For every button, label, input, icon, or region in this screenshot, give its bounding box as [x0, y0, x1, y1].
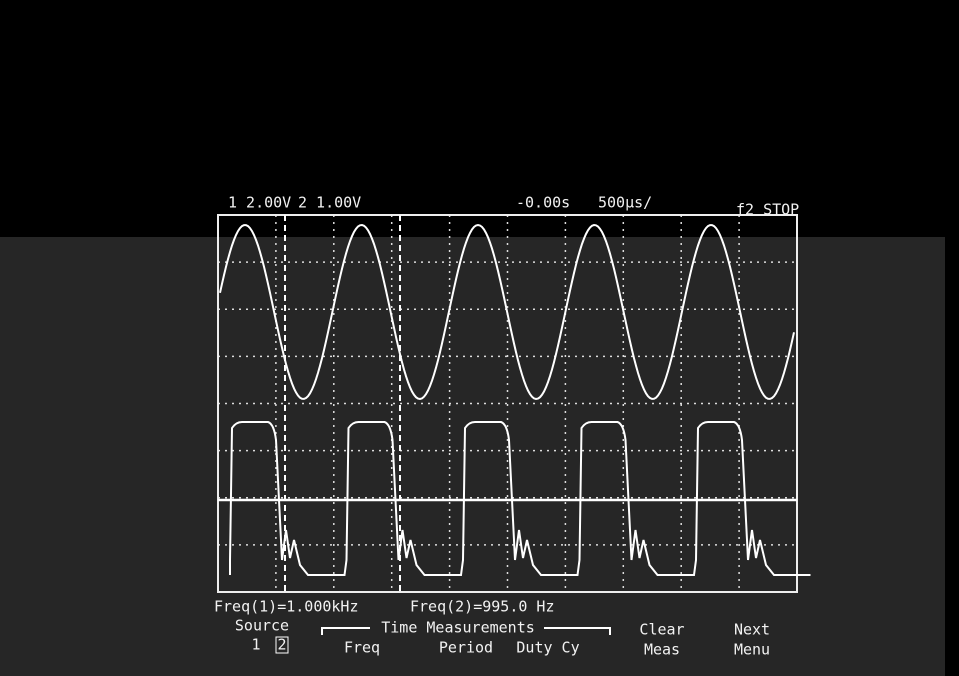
oscilloscope-screen: 1 2.00V 2 1.00V -0.00s 500µs/ f2 STOP Fr…: [0, 0, 959, 676]
channel1-scale: 1 2.00V: [228, 194, 291, 212]
delay: -0.00s: [516, 194, 570, 212]
softkey[interactable]: Next: [734, 621, 770, 639]
softkey[interactable]: Freq: [344, 639, 380, 657]
softkey-label: Source: [235, 617, 289, 635]
softkey[interactable]: Meas: [644, 641, 680, 659]
page: 1 2.00V 2 1.00V -0.00s 500µs/ f2 STOP Fr…: [0, 0, 959, 676]
softkey[interactable]: Period: [439, 639, 493, 657]
softkey-option[interactable]: 2: [277, 636, 286, 654]
run-status: f2 STOP: [736, 201, 799, 219]
softkey[interactable]: Duty Cy: [516, 639, 579, 657]
timebase: 500µs/: [598, 194, 652, 212]
channel2-scale: 2 1.00V: [298, 194, 361, 212]
softkey[interactable]: Clear: [639, 621, 684, 639]
softkey-option[interactable]: 1: [251, 636, 260, 654]
freq2-readout: Freq(2)=995.0 Hz: [410, 598, 555, 616]
freq1-readout: Freq(1)=1.000kHz: [214, 598, 359, 616]
softkey[interactable]: Menu: [734, 641, 770, 659]
group-label: Time Measurements: [381, 619, 535, 637]
